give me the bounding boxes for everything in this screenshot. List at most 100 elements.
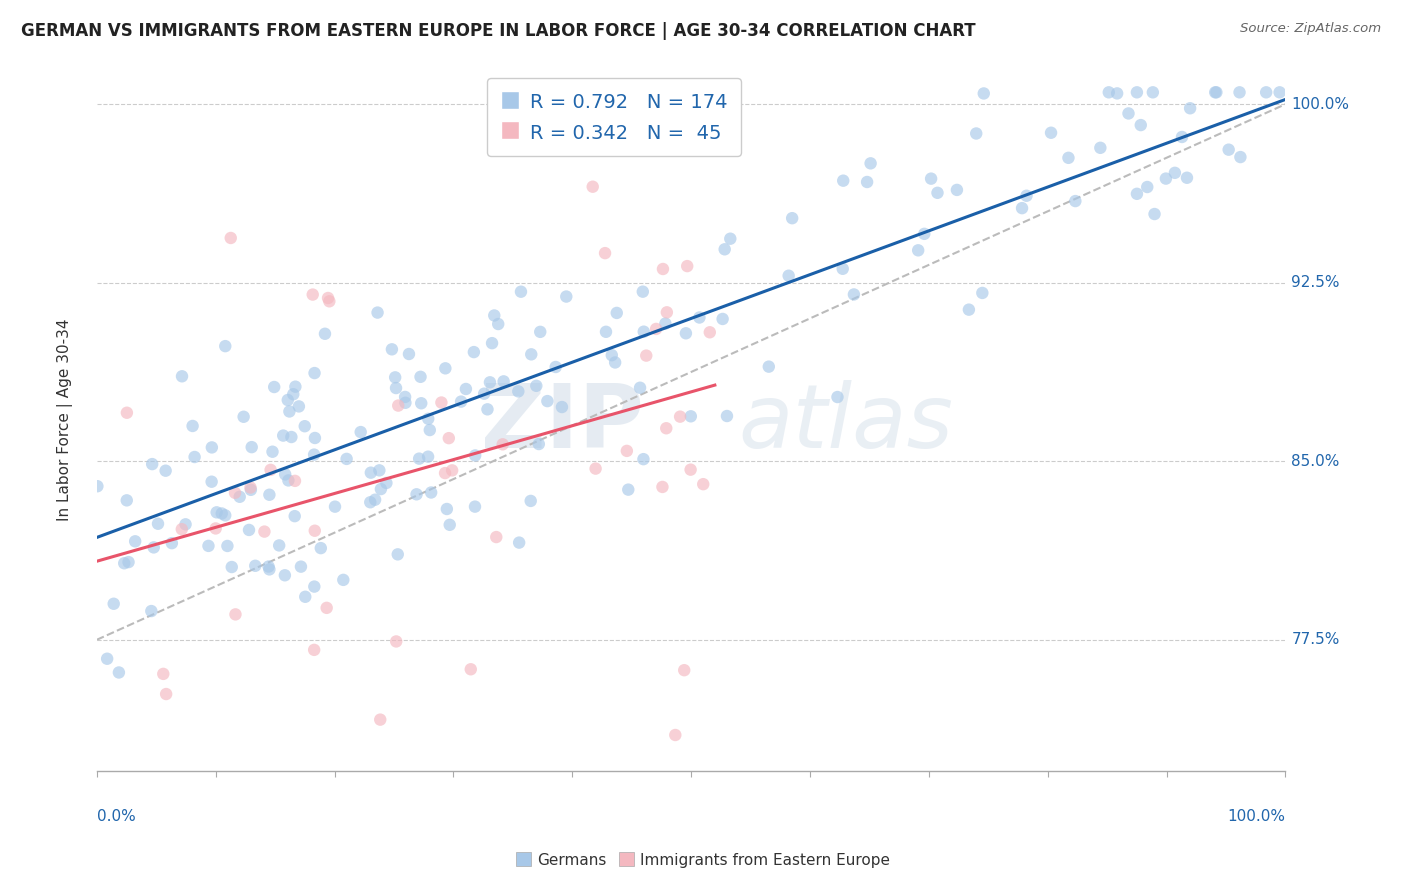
Legend: R = 0.792   N = 174, R = 0.342   N =  45: R = 0.792 N = 174, R = 0.342 N = 45 (486, 78, 741, 156)
Point (350, 425, 373, 439)
Point (283, 387, 305, 401)
Point (606, 306, 628, 320)
Point (239, 483, 262, 497)
Point (527, 437, 550, 451)
Point (221, 560, 243, 574)
Point (364, 492, 387, 507)
Point (472, 386, 495, 401)
Point (856, 175, 879, 189)
Point (957, 302, 980, 317)
Point (284, 379, 307, 393)
Point (555, 289, 578, 303)
Text: 85.0%: 85.0% (1291, 454, 1340, 469)
Point (394, 396, 416, 410)
Point (972, 285, 994, 300)
Point (827, 390, 849, 404)
Point (439, 517, 461, 532)
Point (263, 380, 285, 394)
Point (679, 409, 702, 424)
Point (141, 457, 163, 471)
Point (652, 262, 675, 277)
Point (174, 517, 197, 532)
Point (585, 461, 607, 475)
Point (253, 524, 276, 539)
Point (436, 502, 458, 516)
Point (544, 359, 567, 374)
Point (655, 305, 678, 319)
Point (454, 382, 477, 396)
Point (257, 559, 280, 574)
Point (115, 493, 138, 508)
Point (204, 521, 226, 535)
Point (1098, 86, 1121, 100)
Text: 92.5%: 92.5% (1291, 276, 1340, 290)
Point (832, 174, 855, 188)
Point (409, 369, 432, 384)
Point (965, 127, 987, 141)
Point (124, 534, 146, 549)
Point (288, 400, 311, 414)
Point (654, 317, 676, 331)
Point (1218, 143, 1240, 157)
Point (1129, 118, 1152, 132)
Point (1229, 86, 1251, 100)
Point (1118, 106, 1140, 120)
Point (197, 539, 219, 553)
Point (384, 370, 406, 384)
Point (375, 475, 398, 490)
Point (155, 464, 177, 478)
Point (912, 227, 935, 241)
Point (441, 463, 464, 477)
Point (280, 430, 302, 444)
Point (302, 448, 325, 462)
Point (112, 556, 135, 570)
Point (183, 450, 205, 464)
Point (367, 305, 389, 319)
Point (259, 463, 281, 477)
Point (1090, 141, 1112, 155)
Point (278, 404, 301, 418)
Point (318, 294, 340, 309)
Point (290, 559, 312, 574)
Point (1256, 86, 1278, 100)
Point (304, 580, 326, 594)
Point (228, 490, 250, 504)
Point (1175, 170, 1198, 185)
Point (664, 728, 686, 742)
Point (224, 485, 246, 500)
Point (332, 573, 354, 587)
Point (758, 359, 780, 374)
Point (170, 369, 193, 384)
Point (381, 343, 404, 357)
Point (655, 421, 678, 435)
Point (1126, 186, 1149, 201)
Point (492, 437, 515, 451)
Point (920, 171, 942, 186)
Point (262, 444, 284, 458)
Point (1142, 86, 1164, 100)
Point (152, 666, 174, 681)
Point (484, 309, 506, 323)
Point (259, 488, 281, 502)
Point (240, 440, 263, 454)
Point (434, 466, 457, 480)
Point (370, 482, 392, 496)
Point (676, 259, 699, 273)
Point (859, 156, 882, 170)
Point (1204, 86, 1226, 100)
Point (96, 651, 118, 665)
Point (1126, 86, 1149, 100)
Point (1171, 130, 1194, 145)
Point (593, 246, 616, 260)
Point (387, 547, 409, 561)
Point (336, 451, 359, 466)
Point (1268, 86, 1291, 100)
Point (142, 541, 165, 555)
Point (316, 291, 339, 305)
Point (464, 500, 486, 514)
Point (430, 395, 453, 409)
Point (155, 687, 177, 701)
Point (269, 538, 291, 552)
Point (211, 507, 233, 521)
Point (214, 508, 236, 523)
